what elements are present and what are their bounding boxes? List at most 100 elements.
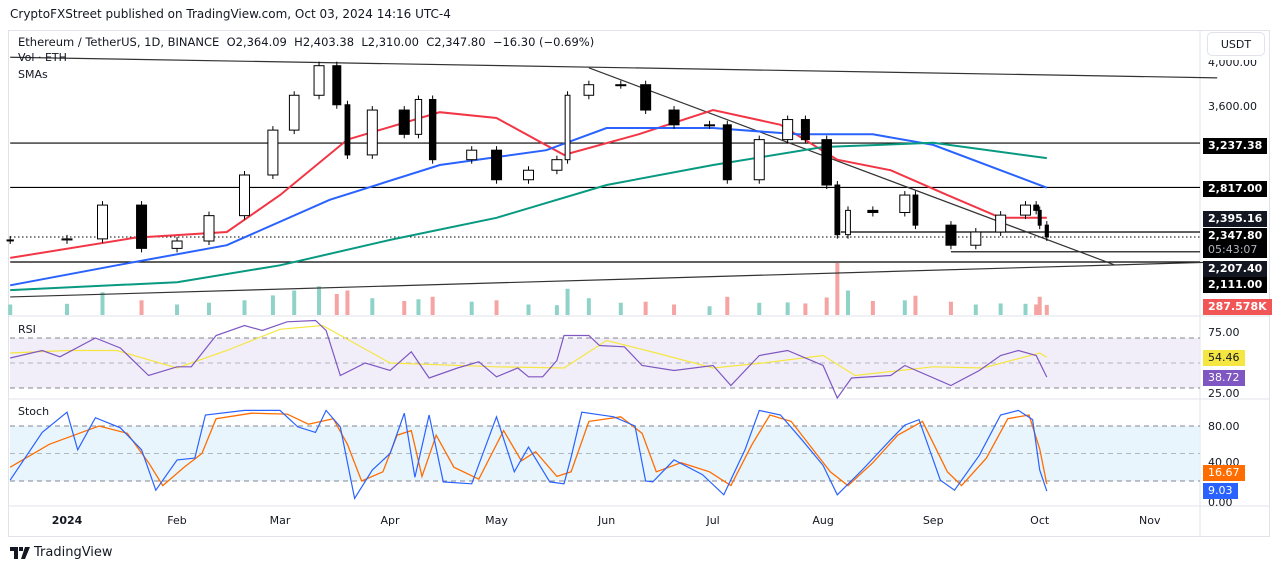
candle xyxy=(912,194,919,226)
time-tick-label: Feb xyxy=(167,514,187,527)
price-change: −16.30 (−0.69%) xyxy=(492,35,595,49)
volume-indicator-label[interactable]: Vol · ETH xyxy=(18,51,67,64)
volume-bar xyxy=(902,300,907,315)
candle xyxy=(203,215,215,242)
last-price-label: 2,347.80 05:43:07 xyxy=(1203,228,1268,258)
candle xyxy=(564,94,571,161)
volume-bar xyxy=(824,297,829,315)
stoch-tick-80: 80.00 xyxy=(1208,420,1240,433)
chart-frame xyxy=(8,30,1270,537)
time-tick-label: May xyxy=(485,514,508,527)
volume-bar xyxy=(1034,304,1039,315)
candle xyxy=(821,139,832,186)
trendline xyxy=(10,56,1218,79)
volume-bar xyxy=(469,301,474,315)
volume-bar xyxy=(494,300,499,315)
published-by-text: CryptoFXStreet published on TradingView.… xyxy=(10,7,451,21)
candle xyxy=(615,84,627,87)
stoch-tick-0: 0.00 xyxy=(1208,496,1233,509)
tradingview-logo-icon xyxy=(10,546,30,559)
volume-bar xyxy=(948,301,953,315)
ohlc-close: C2,347.80 xyxy=(426,35,486,49)
volume-bar xyxy=(317,286,322,315)
candle xyxy=(1020,204,1031,216)
candle xyxy=(239,174,250,217)
rsi-value-badge: 38.72 xyxy=(1203,370,1245,386)
price-tick-4000: 4,000.00 xyxy=(1208,56,1257,69)
candle xyxy=(267,129,279,176)
candle xyxy=(491,149,503,181)
level-label-2111: 2,111.00 xyxy=(1203,277,1268,293)
level-label-3237: 3,237.38 xyxy=(1203,138,1268,154)
sma-indicator-label[interactable]: SMAs xyxy=(18,68,48,81)
candle xyxy=(722,124,732,181)
volume-bar xyxy=(402,301,407,315)
rsi-ma-line xyxy=(10,324,1048,377)
rsi-tick-25: 25.00 xyxy=(1208,387,1240,400)
volume-bar xyxy=(1023,303,1028,315)
time-tick-label: Jul xyxy=(706,514,720,527)
volume-bar xyxy=(725,296,730,315)
sma-line xyxy=(10,108,1047,259)
volume-bar xyxy=(973,304,978,315)
stoch-k-line xyxy=(9,409,1048,501)
volume-bar xyxy=(207,302,211,315)
sma-line xyxy=(10,127,1048,287)
volume-bar xyxy=(270,295,275,315)
level-label-2207: 2,207.40 xyxy=(1203,261,1268,277)
volume-bar xyxy=(913,295,918,315)
volume-bar xyxy=(1044,304,1049,315)
candle xyxy=(1033,204,1040,211)
volume-bar xyxy=(526,304,531,315)
candle xyxy=(61,238,73,241)
candle xyxy=(995,214,1007,233)
time-tick-label: Sep xyxy=(922,514,944,527)
candle xyxy=(640,84,652,111)
candle xyxy=(313,65,325,96)
candle xyxy=(171,240,183,249)
volume-bar xyxy=(757,302,762,315)
rsi-indicator-label[interactable]: RSI xyxy=(18,323,36,336)
candle xyxy=(523,169,534,181)
candle xyxy=(945,224,957,246)
time-tick-label: Apr xyxy=(380,514,400,527)
candle xyxy=(704,124,716,127)
volume-bar xyxy=(565,288,570,315)
ohlc-high: H2,403.38 xyxy=(294,35,355,49)
trendline xyxy=(10,261,1218,298)
symbol-name[interactable]: Ethereum / TetherUS, 1D, BINANCE xyxy=(18,35,220,49)
stoch-indicator-label[interactable]: Stoch xyxy=(18,405,50,418)
candle xyxy=(845,209,851,236)
rsi-line xyxy=(10,319,1048,400)
candle xyxy=(867,209,879,213)
time-tick-label: 2024 xyxy=(51,514,83,527)
candle xyxy=(366,109,378,156)
volume-bar xyxy=(242,300,247,315)
candle xyxy=(97,204,108,240)
volume-bar xyxy=(643,301,648,315)
volume-value-badge: 287.578K xyxy=(1203,299,1272,315)
volume-bar xyxy=(292,290,297,315)
volume-bar xyxy=(803,303,808,315)
volume-bar xyxy=(586,298,591,315)
level-label-2817: 2,817.00 xyxy=(1203,181,1268,197)
level-label-2395: 2,395.16 xyxy=(1203,211,1268,227)
candle xyxy=(668,109,680,126)
candle xyxy=(414,98,423,135)
time-tick-label: Jun xyxy=(598,514,616,527)
candle xyxy=(800,119,810,141)
tradingview-logo[interactable]: TradingView xyxy=(10,545,113,560)
volume-bar xyxy=(846,290,850,315)
volume-bar xyxy=(1037,296,1042,315)
volume-bar xyxy=(554,305,559,315)
currency-button[interactable]: USDT xyxy=(1207,32,1265,56)
ohlc-open: O2,364.09 xyxy=(226,35,287,49)
volume-bar xyxy=(998,303,1003,315)
ohlc-low: L2,310.00 xyxy=(361,35,419,49)
volume-bar xyxy=(8,304,13,315)
volume-bar xyxy=(618,302,623,315)
volume-bar xyxy=(416,299,421,315)
rsi-tick-75: 75.00 xyxy=(1208,326,1240,339)
candle xyxy=(428,98,437,161)
